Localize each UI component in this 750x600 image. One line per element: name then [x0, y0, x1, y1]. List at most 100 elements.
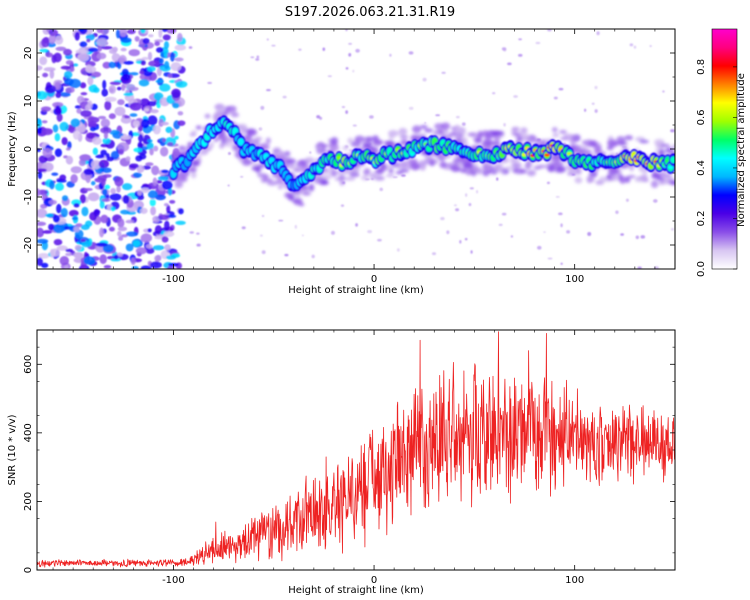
noise-blob: [156, 179, 163, 184]
noise-blob: [79, 194, 86, 204]
noise-blob: [96, 38, 108, 47]
noise-speck: [469, 187, 474, 190]
x-tick-label: 0: [371, 575, 377, 586]
noise-blob: [99, 227, 105, 238]
noise-blob: [120, 135, 132, 140]
noise-blob: [123, 60, 134, 65]
ridge-halo-blob: [263, 174, 270, 179]
noise-speck: [596, 31, 600, 36]
noise-blob: [153, 124, 161, 135]
y-tick-label: 0: [23, 146, 34, 152]
noise-speck: [503, 122, 506, 127]
ridge-halo-blob: [619, 175, 627, 184]
ridge-halo-blob: [634, 177, 645, 183]
ridge-halo-blob: [472, 167, 478, 172]
noise-blob: [70, 118, 81, 128]
noise-blob: [81, 206, 89, 217]
noise-blob: [140, 29, 146, 34]
noise-blob: [59, 174, 67, 181]
ridge-halo-blob: [481, 164, 492, 171]
noise-speck: [535, 41, 541, 45]
noise-blob: [135, 155, 143, 162]
ridge-halo-blob: [476, 167, 483, 175]
noise-speck: [635, 235, 640, 240]
noise-blob: [41, 262, 49, 268]
colorbar-tick-label: 0.0: [696, 261, 707, 277]
noise-blob: [60, 207, 68, 218]
noise-blob: [103, 265, 112, 269]
noise-speck: [396, 248, 400, 252]
noise-speck: [498, 223, 503, 226]
ridge-halo-blob: [514, 131, 523, 138]
ridge-halo-blob: [516, 136, 523, 142]
noise-speck: [322, 47, 326, 51]
noise-blob: [114, 106, 126, 117]
ridge-halo-blob: [362, 142, 372, 149]
noise-blob: [137, 141, 143, 150]
ridge-halo-blob: [434, 123, 444, 130]
noise-blob: [125, 156, 131, 162]
ridge-halo-blob: [354, 135, 365, 143]
noise-blob: [150, 261, 162, 269]
noise-blob: [104, 100, 112, 111]
noise-blob: [97, 174, 108, 181]
noise-speck: [260, 234, 263, 237]
ridge-halo-blob: [483, 138, 489, 142]
snr-series-line: [37, 331, 675, 568]
noise-speck: [309, 151, 312, 154]
noise-blob: [154, 41, 160, 47]
noise-blob: [52, 124, 59, 133]
noise-blob: [130, 257, 136, 265]
noise-blob: [101, 45, 113, 50]
noise-blob: [120, 37, 132, 43]
noise-blob: [163, 230, 175, 237]
noise-blob: [132, 120, 140, 128]
noise-blob: [48, 199, 57, 205]
ridge-halo-blob: [433, 158, 439, 165]
noise-blob: [83, 168, 94, 176]
ridge-halo-blob: [386, 163, 394, 170]
noise-blob: [100, 118, 111, 128]
noise-blob: [118, 148, 124, 155]
noise-blob: [53, 214, 60, 223]
noise-blob: [99, 254, 107, 265]
ridge-halo-blob: [373, 139, 384, 146]
noise-blob: [140, 60, 146, 66]
noise-blob: [124, 115, 131, 119]
ridge-halo-blob: [293, 168, 303, 173]
noise-blob: [65, 248, 73, 253]
noise-blob: [113, 254, 119, 260]
noise-speck: [633, 45, 637, 49]
noise-blob: [59, 121, 69, 132]
snr-x-axis-label: Height of straight line (km): [288, 585, 424, 596]
noise-speck: [340, 204, 345, 207]
ridge-halo-blob: [254, 136, 263, 142]
noise-blob: [149, 148, 154, 156]
noise-blob: [87, 121, 97, 129]
noise-speck: [591, 102, 595, 105]
noise-blob: [132, 240, 141, 247]
noise-blob: [158, 214, 170, 221]
noise-blob: [51, 172, 59, 176]
noise-blob: [65, 87, 75, 94]
ridge-halo-blob: [224, 136, 232, 143]
noise-speck: [377, 238, 382, 242]
noise-blob: [150, 206, 157, 216]
noise-blob: [73, 226, 80, 232]
y-tick-label: 0: [23, 567, 34, 573]
ridge-halo-blob: [277, 185, 284, 190]
noise-speck: [241, 226, 246, 230]
noise-speck: [250, 56, 255, 59]
noise-speck: [555, 196, 560, 198]
noise-blob: [70, 174, 78, 184]
ridge-halo-blob: [241, 159, 252, 166]
noise-blob: [79, 154, 91, 161]
noise-blob: [148, 34, 154, 38]
noise-blob: [121, 83, 126, 91]
ridge-halo-blob: [658, 149, 665, 157]
ridge-halo-blob: [320, 180, 330, 186]
noise-blob: [101, 167, 112, 173]
noise-speck: [547, 29, 552, 32]
ridge-halo-blob: [174, 180, 184, 189]
noise-blob: [52, 101, 64, 108]
